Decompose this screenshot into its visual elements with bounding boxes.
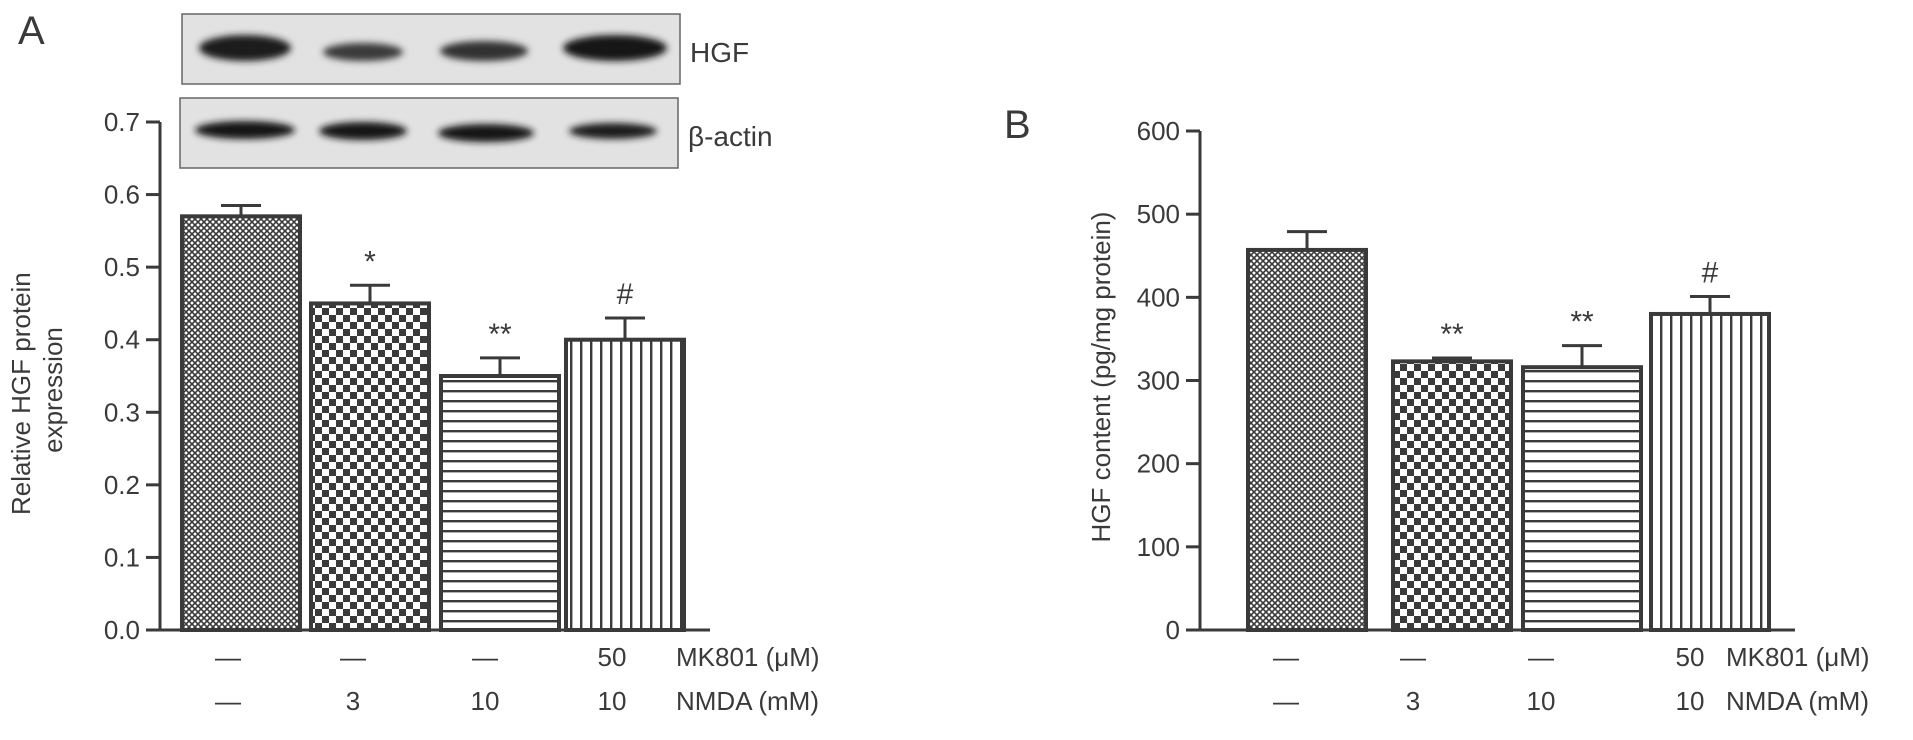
y-tick-label: 0.7 [104, 107, 140, 137]
condition-value: — [1400, 642, 1426, 672]
condition-value: — [215, 642, 241, 672]
bars: ***# [180, 203, 686, 632]
y-tick-label: 0.1 [104, 542, 140, 572]
condition-value: — [1273, 686, 1299, 716]
condition-value: 50 [598, 642, 627, 672]
y-tick-label: 0.6 [104, 180, 140, 210]
bar [1649, 311, 1771, 632]
y-tick-label: 0.3 [104, 397, 140, 427]
y-axis-title: Relative HGF protein expression [6, 265, 68, 515]
condition-name: MK801 (μM) [676, 642, 820, 672]
condition-labels: — — — 50 MK801 (μM) — 3 10 10 NMDA (mM) [215, 642, 820, 716]
y-tick-label: 100 [1137, 532, 1180, 562]
significance-label: ** [1440, 318, 1464, 351]
condition-value: 10 [1527, 686, 1556, 716]
bar [309, 301, 431, 632]
condition-value: 10 [1676, 686, 1705, 716]
blot-label-hgf: HGF [690, 37, 749, 68]
bar [564, 337, 686, 632]
condition-value: 10 [598, 686, 627, 716]
panel-b-letter: B [1004, 103, 1031, 147]
condition-value: 3 [1406, 686, 1420, 716]
y-tick-label: 0.2 [104, 470, 140, 500]
condition-value: 50 [1676, 642, 1705, 672]
y-tick-label: 500 [1137, 199, 1180, 229]
condition-labels: — — — 50 MK801 (μM) — 3 10 10 NMDA (mM) [1273, 642, 1870, 716]
y-tick-label: 300 [1137, 366, 1180, 396]
bar [439, 374, 561, 632]
y-axis-title-line-1: Relative HGF protein [6, 272, 36, 515]
y-tick-label: 400 [1137, 282, 1180, 312]
y-tick-label: 0.4 [104, 325, 140, 355]
significance-label: # [617, 278, 634, 311]
condition-name: MK801 (μM) [1726, 642, 1870, 672]
y-tick-label: 0.5 [104, 252, 140, 282]
beta-actin-bands [195, 121, 657, 142]
condition-value: — [215, 686, 241, 716]
blot-label-beta-actin: β-actin [688, 121, 773, 152]
hgf-bands [199, 35, 667, 61]
bar [180, 214, 302, 632]
condition-value: 10 [471, 686, 500, 716]
significance-label: ** [488, 318, 512, 351]
y-tick-label: 200 [1137, 449, 1180, 479]
panel-b: B 0 100 200 300 400 500 600 ** ** # — — — 50 MK801 (… [1004, 103, 1870, 716]
condition-value: — [472, 642, 498, 672]
bar [1246, 247, 1368, 632]
significance-label: # [1702, 257, 1719, 290]
y-tick-label: 600 [1137, 116, 1180, 146]
condition-name: NMDA (mM) [676, 686, 819, 716]
western-blot [179, 13, 681, 169]
panel-a-letter: A [18, 9, 45, 53]
condition-value: — [340, 642, 366, 672]
panel-a: A 0.00.10.20.30.40.50.60.7 ***# — — —50 MK8… [6, 9, 820, 716]
condition-value: — [1273, 642, 1299, 672]
condition-value: 3 [346, 686, 360, 716]
y-axis-ticks: 0 100 200 300 400 500 600 [1137, 116, 1200, 645]
y-tick-label: 0.0 [104, 615, 140, 645]
y-axis-ticks: 0.0 0.1 0.2 0.3 0.4 0.5 0.6 0.7 [104, 107, 160, 645]
condition-name: NMDA (mM) [1726, 686, 1869, 716]
significance-label: * [364, 245, 376, 278]
significance-label: ** [1570, 306, 1594, 339]
bar [1521, 365, 1643, 632]
y-axis-title: HGF content (pg/mg protein) [1086, 212, 1116, 543]
y-tick-label: 0 [1166, 615, 1180, 645]
bars: ** ** # [1246, 230, 1771, 632]
condition-value: — [1528, 642, 1554, 672]
bar [1391, 359, 1513, 632]
y-axis-title-line-2: expression [38, 327, 68, 453]
